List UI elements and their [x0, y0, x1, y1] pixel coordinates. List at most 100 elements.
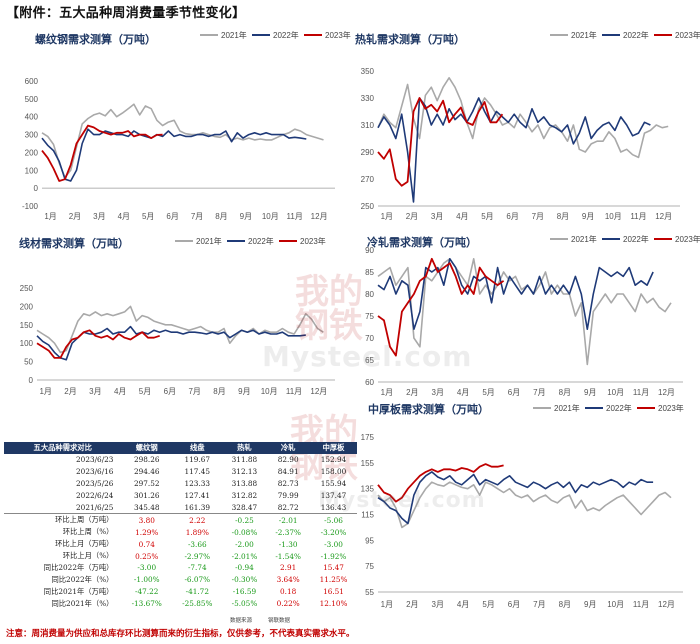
table-cell: 2.91 — [280, 563, 297, 573]
y-tick-label: 70 — [365, 334, 374, 343]
table-cell: -2.97% — [184, 551, 211, 561]
series-line-2022年 — [41, 128, 307, 182]
table-row: 2022/6/24 301.26 127.41 312.82 79.99 137.47 — [4, 490, 357, 502]
series-line-2023年 — [377, 257, 505, 357]
y-tick-label: 200 — [20, 302, 34, 311]
rebar-chart-svg: 螺纹钢需求测算（万吨） 2021年 2022年 2023年 -100 0 100 200 300… — [22, 30, 351, 221]
y-tick-label: 290 — [361, 148, 375, 157]
table-cell: -3.20% — [320, 527, 347, 537]
x-tick-label: 11月 — [286, 387, 302, 396]
table-row-label: 环比上周（%） — [62, 527, 114, 537]
table-header-cell: 螺纹钢 — [121, 442, 173, 454]
y-tick-label: 155 — [361, 459, 375, 468]
legend-label: 2023年 — [675, 234, 700, 244]
x-tick-label: 5月 — [482, 388, 494, 397]
legend-label: 2021年 — [571, 30, 597, 40]
table-cell: 137.47 — [320, 491, 347, 501]
series-line-2023年 — [377, 463, 504, 503]
table-row-label: 同比2022年（%） — [51, 574, 114, 584]
table-row-label: 2022/6/24 — [76, 491, 114, 501]
x-tick-label: 1月 — [381, 388, 393, 397]
series-line-2022年 — [377, 97, 651, 203]
x-tick-label: 12月 — [658, 600, 675, 609]
y-tick-label: 50 — [24, 358, 33, 367]
table-cell: 152.94 — [320, 455, 347, 465]
chart-title: 中厚板需求测算（万吨） — [368, 402, 489, 416]
table-cell: 312.13 — [231, 467, 258, 477]
table-row-label: 同比2021年（万吨） — [43, 586, 114, 596]
chart-hot-rolled: 热轧需求测算（万吨） 2021年 2022年 2023年 250 270 290 310 330… — [350, 26, 700, 236]
x-tick-label: 2月 — [406, 212, 418, 221]
table-cell: 345.48 — [133, 503, 160, 512]
x-tick-label: 12月 — [658, 388, 675, 397]
table-row-label: 环比上月（%） — [62, 551, 114, 561]
x-tick-label: 4月 — [118, 212, 130, 221]
table-row-label: 环比上月（万吨） — [55, 539, 114, 549]
x-tick-label: 8月 — [559, 388, 571, 397]
table-cell: -7.74 — [187, 563, 207, 573]
table-cell: -5.05% — [231, 599, 258, 609]
y-tick-label: 330 — [361, 94, 375, 103]
table-cell: -1.92% — [320, 551, 347, 561]
table-cell: 136.43 — [320, 503, 347, 512]
table-row: 环比上月（%） 0.25% -2.97% -2.01% -1.54% -1.92% — [4, 550, 357, 562]
table-row: 同比2021年（万吨） -47.22 -41.72 -16.59 0.18 16.51 — [4, 586, 357, 598]
x-tick-label: 1月 — [44, 212, 56, 221]
table-cell: 3.64% — [276, 575, 300, 585]
table-cell: -2.01 — [266, 513, 311, 527]
x-tick-label: 2月 — [64, 387, 76, 396]
wire-rod-chart-svg: 线材需求测算（万吨） 2021年 2022年 2023年 0 50 100 150 200 250… — [19, 236, 335, 396]
x-tick-label: 6月 — [506, 212, 518, 221]
x-tick-label: 4月 — [457, 600, 469, 609]
table-cell: -2.37% — [275, 527, 301, 537]
x-tick-label: 12月 — [310, 387, 327, 396]
y-tick-label: 0 — [29, 376, 34, 385]
legend-label: 2023年 — [300, 236, 326, 246]
x-tick-label: 10月 — [607, 600, 624, 609]
x-tick-label: 8月 — [559, 600, 571, 609]
comparison-table: 五大品种需求对比 螺纹钢 线盘 热轧 冷轧 中厚板 2023/6/23 298.2… — [4, 442, 357, 610]
x-tick-label: 10月 — [605, 212, 622, 221]
x-tick-label: 6月 — [508, 388, 520, 397]
series-line-2023年 — [377, 97, 504, 187]
table-cell: 1.89% — [185, 527, 209, 537]
y-tick-label: -100 — [22, 202, 39, 211]
table-cell: 313.88 — [231, 479, 258, 489]
table-cell: 158.00 — [320, 467, 347, 477]
y-tick-label: 500 — [25, 95, 39, 104]
x-tick-label: 11月 — [287, 212, 303, 221]
legend-label: 2023年 — [325, 30, 351, 40]
x-tick-label: 10月 — [607, 388, 624, 397]
y-tick-label: 250 — [20, 284, 34, 293]
x-tick-label: 4月 — [114, 387, 126, 396]
x-tick-label: 8月 — [215, 212, 227, 221]
x-tick-label: 1月 — [39, 387, 51, 396]
page-title: 【附件：五大品种周消费量季节性变化】 — [6, 6, 246, 21]
table-cell: 0.25% — [135, 551, 159, 561]
y-tick-label: 75 — [365, 562, 374, 571]
table-cell: 0.74 — [138, 539, 155, 549]
y-tick-label: 270 — [361, 175, 375, 184]
table-cell: 311.88 — [231, 455, 258, 465]
x-tick-label: 7月 — [533, 388, 545, 397]
table-row-label: 2021/6/25 — [76, 503, 114, 512]
table-cell: 294.46 — [133, 467, 160, 477]
x-tick-label: 10月 — [261, 387, 278, 396]
table-cell: -1.30 — [278, 539, 298, 549]
table-row: 2023/6/23 298.26 119.67 311.88 82.90 152.94 — [4, 454, 357, 466]
legend-label: 2022年 — [248, 236, 274, 246]
y-tick-label: 85 — [365, 268, 374, 277]
table-cell: 84.91 — [277, 467, 299, 477]
legend-label: 2022年 — [273, 30, 299, 40]
table-row: 同比2022年（万吨） -3.00 -7.74 -0.94 2.91 15.47 — [4, 562, 357, 574]
x-tick-label: 8月 — [557, 212, 569, 221]
chart-medium-plate: 中厚板需求测算（万吨） 2021年 2022年 2023年 55 75 95 115 135 15… — [350, 400, 700, 625]
chart-title: 冷轧需求测算（万吨） — [367, 235, 477, 249]
table-row-label: 2023/6/23 — [76, 455, 114, 465]
x-tick-label: 2月 — [406, 388, 418, 397]
series-line-2021年 — [36, 305, 324, 354]
table-cell: 12.10% — [319, 599, 348, 609]
table-cell: 0.22% — [276, 599, 300, 609]
x-tick-label: 1月 — [381, 600, 393, 609]
table-cell: 79.99 — [277, 491, 299, 501]
